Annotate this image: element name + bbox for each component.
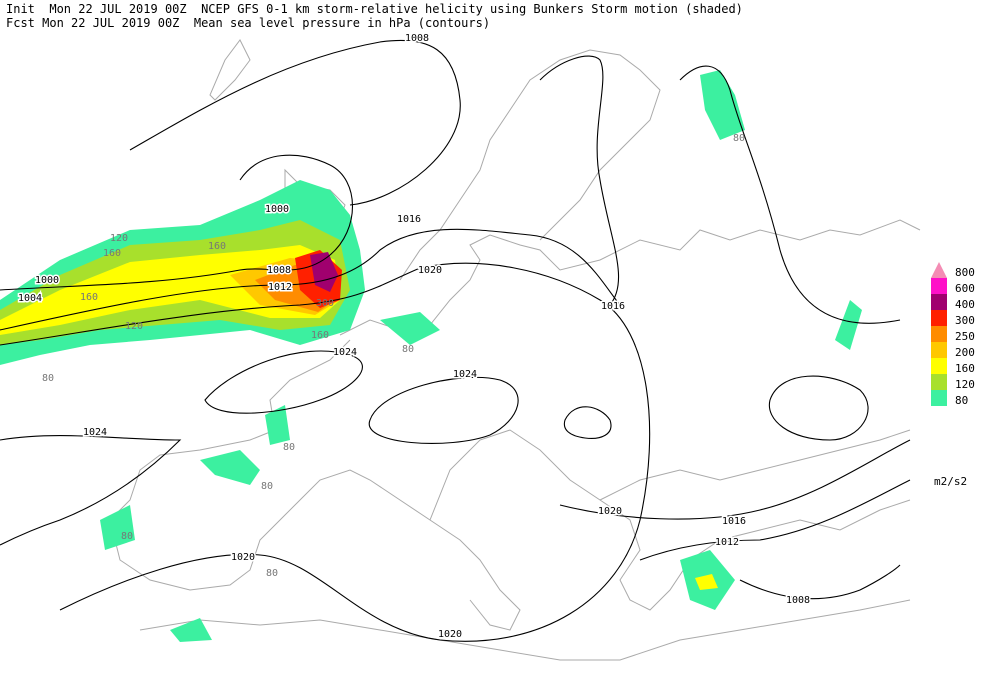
- shade-label: 120: [125, 321, 143, 332]
- legend-swatch: [931, 326, 947, 342]
- contour: [368, 376, 519, 444]
- shade-label: 80: [283, 442, 295, 453]
- contour-label: 1008: [786, 595, 810, 606]
- helicity-area: [695, 574, 718, 590]
- contour: [0, 154, 354, 291]
- helicity-area: [0, 245, 340, 335]
- contour-labels: 1008 1000 1016 1020 1008 1012 1000 1004 …: [17, 32, 812, 642]
- contour-label: 1016: [397, 214, 421, 225]
- coastline: [429, 429, 911, 611]
- shade-label: 160: [103, 248, 121, 259]
- helicity-area: [835, 300, 862, 350]
- legend-swatch: [931, 294, 947, 310]
- coastline: [399, 49, 661, 281]
- contour-label: 1000: [265, 204, 289, 215]
- contour: [0, 228, 621, 331]
- coastline: [599, 429, 911, 501]
- contour-label: 1020: [598, 506, 622, 517]
- contour: [639, 479, 911, 561]
- pressure-contours: [0, 39, 911, 642]
- legend-label: 200: [955, 346, 975, 359]
- contour-label: 1020: [231, 552, 255, 563]
- legend-label: 300: [955, 314, 975, 327]
- legend-swatch: [931, 278, 947, 294]
- helicity-area: [380, 312, 440, 345]
- header-bg: [0, 0, 830, 30]
- contour-label: 1024: [83, 427, 107, 438]
- legend-label: 600: [955, 282, 975, 295]
- helicity-area: [265, 405, 290, 445]
- legend-label: 160: [955, 362, 975, 375]
- contour: [768, 375, 869, 441]
- contour-label: 1008: [267, 265, 291, 276]
- shade-label: 160: [80, 292, 98, 303]
- contour-label: 1008: [405, 33, 429, 44]
- shade-labels: 80 80 80 80 80 80 80 120 120 160 160 160…: [42, 133, 745, 579]
- contour-label: 1016: [601, 301, 625, 312]
- contour: [129, 39, 461, 206]
- shade-label: 80: [42, 373, 54, 384]
- shade-label: 120: [110, 233, 128, 244]
- shade-label: 160: [208, 241, 226, 252]
- shade-label: 80: [266, 568, 278, 579]
- coastline: [109, 339, 521, 631]
- legend: 800 600 400 300 250 200 160 120 80: [931, 262, 975, 407]
- legend-label: 250: [955, 330, 975, 343]
- contour: [0, 262, 651, 642]
- legend-swatch: [931, 342, 947, 358]
- coastlines: [109, 39, 921, 661]
- coastline: [139, 599, 911, 661]
- shading: [0, 70, 862, 642]
- helicity-area: [170, 618, 212, 642]
- shade-label: 80: [402, 344, 414, 355]
- contour-label: 1000: [35, 275, 59, 286]
- contour-label: 1020: [438, 629, 462, 640]
- legend-swatch: [931, 390, 947, 406]
- legend-swatch: [931, 374, 947, 390]
- helicity-area: [700, 70, 745, 140]
- helicity-area: [100, 505, 135, 550]
- contour: [0, 435, 182, 546]
- shade-label: 80: [733, 133, 745, 144]
- contour: [563, 406, 612, 439]
- contour-label: 1020: [418, 265, 442, 276]
- legend-unit: m2/s2: [934, 475, 967, 488]
- legend-label: 120: [955, 378, 975, 391]
- contour-label: 1024: [333, 347, 357, 358]
- header-line: Fcst Mon 22 JUL 2019 00Z Mean sea level …: [6, 16, 490, 30]
- header-line: Init Mon 22 JUL 2019 00Z NCEP GFS 0-1 km…: [6, 2, 743, 16]
- helicity-area: [200, 450, 260, 485]
- legend-label: 80: [955, 394, 968, 407]
- shade-label: 160: [311, 330, 329, 341]
- contour: [204, 350, 363, 414]
- legend-swatch: [931, 310, 947, 326]
- contour-label: 1012: [268, 282, 292, 293]
- contour-label: 1016: [722, 516, 746, 527]
- contour-label: 1004: [18, 293, 42, 304]
- contour: [679, 65, 901, 324]
- legend-swatch: [931, 358, 947, 374]
- shade-label: 300: [316, 298, 334, 309]
- shade-label: 80: [261, 481, 273, 492]
- legend-label: 400: [955, 298, 975, 311]
- contour: [739, 564, 901, 600]
- contour-label: 1012: [715, 537, 739, 548]
- shade-label: 80: [121, 531, 133, 542]
- contour-label: 1024: [453, 369, 477, 380]
- legend-label: 800: [955, 266, 975, 279]
- contour: [539, 55, 620, 306]
- contour: [559, 439, 911, 520]
- coastline: [339, 219, 921, 336]
- legend-swatch: [931, 262, 947, 278]
